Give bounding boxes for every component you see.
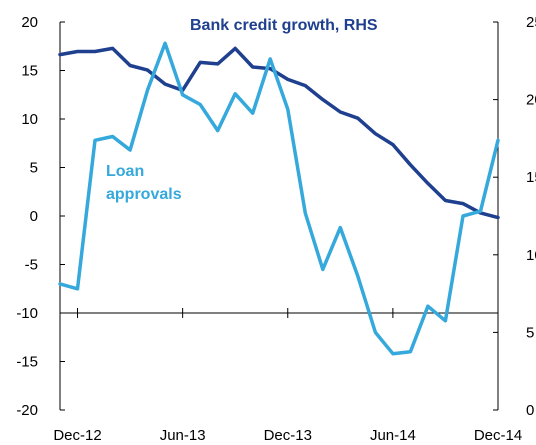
- series-line-bank-credit-growth-rhs: [58, 46, 500, 220]
- y-left-tick-label: 5: [30, 160, 38, 177]
- y-right-tick-label: 5: [526, 324, 534, 341]
- y-left-tick-label: 10: [21, 111, 38, 128]
- y-right-tick-label: 20: [526, 92, 536, 109]
- x-tick-label: Dec-14: [474, 427, 522, 444]
- y-left-tick-label: 20: [21, 14, 38, 31]
- x-tick-label: Dec-13: [264, 427, 312, 444]
- y-right-tick-label: 15: [526, 169, 536, 186]
- series-lines: [58, 41, 500, 356]
- x-tick-label: Jun-13: [160, 427, 206, 444]
- y-right-tick-label: 10: [526, 247, 536, 264]
- y-left-tick-label: 15: [21, 63, 38, 80]
- series-label-bank-credit: Bank credit growth, RHS: [190, 17, 378, 34]
- y-left-tick-label: -10: [16, 305, 38, 322]
- y-right-tick-label: 25: [526, 14, 536, 31]
- series-line-loan-approvals: [58, 41, 500, 356]
- series-label-loan-approvals-line1: Loan: [106, 163, 144, 180]
- axes: [59, 21, 499, 411]
- series-label-loan-approvals-line2: approvals: [106, 186, 182, 203]
- x-tick-label: Dec-12: [53, 427, 101, 444]
- tick-labels: -20 -15 -10 -5 0 5 10 15 20 0 5 10 15 20 25 Dec-12 Jun-1…: [16, 14, 536, 444]
- y-left-tick-label: 0: [30, 208, 38, 225]
- y-left-tick-label: -5: [25, 257, 38, 274]
- y-left-tick-label: -20: [16, 402, 38, 419]
- y-left-tick-label: -15: [16, 354, 38, 371]
- x-tick-label: Jun-14: [370, 427, 416, 444]
- annotations: Bank credit growth, RHS Loan approvals: [106, 17, 378, 203]
- y-right-tick-label: 0: [526, 402, 534, 419]
